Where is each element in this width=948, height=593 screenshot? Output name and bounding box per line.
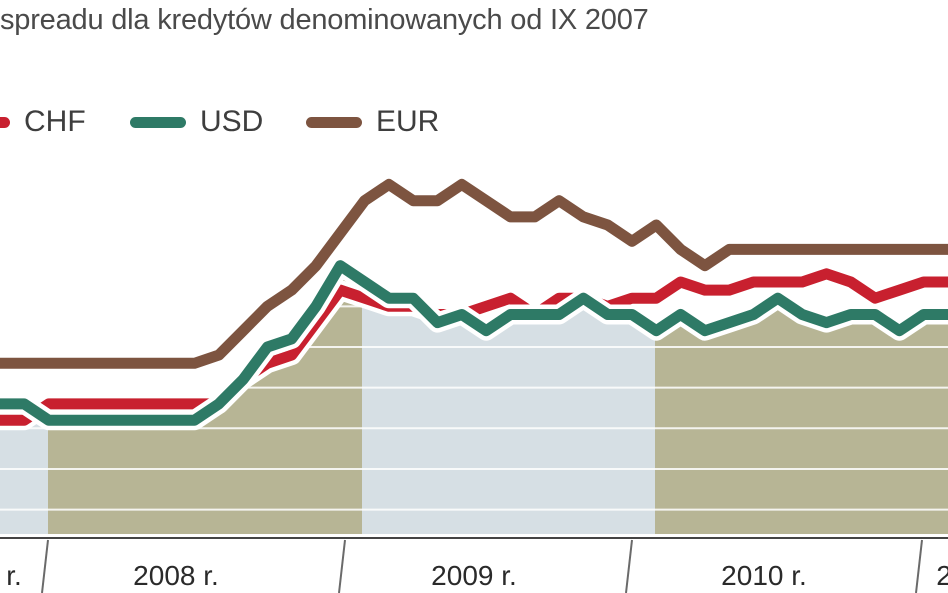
legend-label-eur: EUR <box>376 105 440 138</box>
series-line-eur <box>0 178 948 369</box>
chart-title: spreadu dla kredytów denominowanych od I… <box>0 4 649 36</box>
legend-swatch-chf <box>0 116 10 128</box>
legend-item-usd: USD <box>130 100 263 144</box>
legend-swatch-usd <box>130 116 186 128</box>
x-axis-divider <box>625 539 633 593</box>
series-line-chf <box>0 268 948 426</box>
x-axis-divider <box>338 539 346 593</box>
x-tick-label: r. <box>6 560 22 591</box>
x-tick-label: 2008 r. <box>133 560 219 591</box>
legend-label-chf: CHF <box>24 105 86 138</box>
legend-item-eur: EUR <box>306 100 439 144</box>
x-axis-divider <box>915 539 923 593</box>
x-axis: r. 2008 r. 2009 r. 2010 r. 2 <box>0 537 948 593</box>
legend: CHF USD EUR <box>0 100 948 144</box>
x-axis-divider <box>41 539 49 593</box>
x-tick-label: 2 <box>936 560 948 591</box>
series-line-usd <box>0 260 948 426</box>
legend-swatch-eur <box>306 116 362 128</box>
x-tick-label: 2009 r. <box>431 560 517 591</box>
legend-item-chf: CHF <box>0 100 86 144</box>
legend-label-usd: USD <box>200 105 264 138</box>
x-tick-label: 2010 r. <box>721 560 807 591</box>
series-layer <box>0 174 948 431</box>
